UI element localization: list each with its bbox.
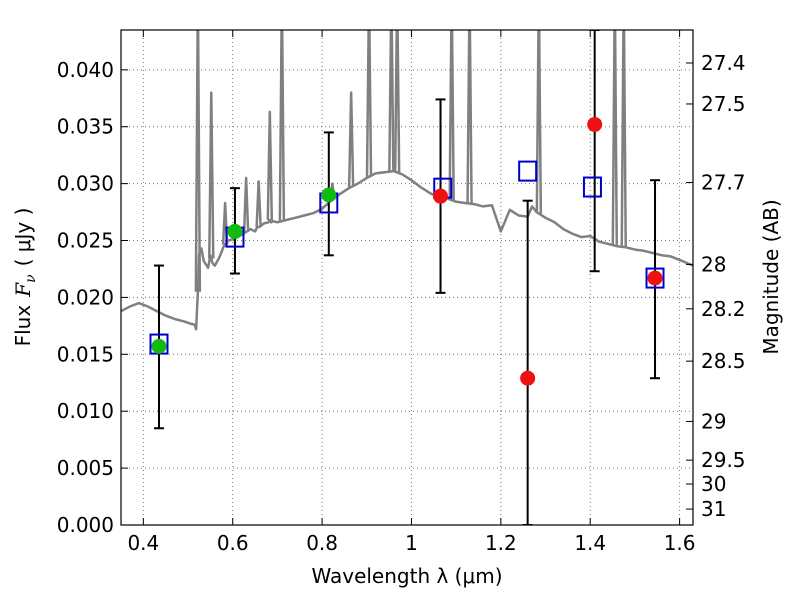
y-tick-label: 0.030 (57, 172, 114, 196)
y-axis-ticks: 0.000 0.005 0.010 0.015 0.020 0.025 0.030 0.035… (57, 58, 128, 537)
y2-tick-label: 28.5 (701, 349, 746, 373)
y-tick-label: 0.025 (57, 229, 114, 253)
y-axis-label-subscript: ν (23, 274, 39, 283)
emission-line (278, 30, 286, 222)
emission-line (242, 176, 250, 233)
red-data-point (647, 270, 663, 286)
emission-line (611, 30, 619, 246)
plot-background (121, 30, 693, 525)
emission-line (535, 30, 543, 214)
x-axis-label: Wavelength λ (μm) (311, 564, 502, 588)
emission-line (393, 30, 401, 173)
red-data-point (433, 188, 449, 204)
emission-line (194, 30, 202, 292)
x-axis-ticks: 0.4 0.6 0.8 1 1.2 1.4 1.6 (127, 30, 696, 555)
y2-tick-label: 28 (701, 252, 726, 276)
green-data-point (151, 338, 167, 354)
x-tick-label: 1.6 (664, 531, 696, 555)
y2-tick-label: 29 (701, 409, 726, 433)
x-tick-label: 1.2 (485, 531, 517, 555)
y-tick-label: 0.035 (57, 115, 114, 139)
emission-line (365, 30, 373, 177)
y2-tick-label: 27.4 (701, 51, 746, 75)
x-tick-label: 0.8 (306, 531, 338, 555)
emission-line (388, 30, 395, 172)
red-data-point (587, 116, 603, 132)
y-tick-label: 0.040 (57, 58, 114, 82)
x-tick-label: 0.6 (217, 531, 249, 555)
data-points-layer (151, 116, 663, 386)
y-tick-label: 0.000 (57, 513, 114, 537)
y-tick-label: 0.010 (57, 399, 114, 423)
y-axis-label-symbol: F (11, 282, 35, 298)
y2-tick-label: 27.5 (701, 92, 746, 116)
emission-line (208, 91, 215, 259)
emission-line (255, 180, 262, 227)
model-square (645, 267, 665, 289)
x-tick-label: 1 (405, 531, 418, 555)
y-axis-label-text: Flux (11, 305, 35, 347)
emission-line (448, 30, 455, 201)
y-tick-label: 0.005 (57, 456, 114, 480)
emission-line (266, 110, 274, 221)
x-tick-label: 0.4 (127, 531, 159, 555)
model-square (582, 176, 602, 198)
y-axis-label: Flux Fν ( μJy ) (11, 208, 39, 347)
emission-line (620, 30, 627, 248)
model-square (518, 160, 538, 182)
spectrum-line (121, 169, 693, 331)
y2-tick-label: 28.2 (701, 297, 746, 321)
y2-tick-label: 31 (701, 497, 726, 521)
plot-frame (120, 29, 694, 526)
y2-tick-label: 29.5 (701, 448, 746, 472)
y-tick-label: 0.015 (57, 342, 114, 366)
y2-tick-label: 27.7 (701, 170, 746, 194)
green-data-point (321, 187, 337, 203)
x-tick-label: 1.4 (574, 531, 606, 555)
y2-axis-label: Magnitude (AB) (759, 199, 783, 354)
green-data-point (227, 223, 243, 239)
red-data-point (520, 370, 536, 386)
y2-tick-label: 30 (701, 472, 726, 496)
y-axis-label-unit: ( μJy ) (11, 208, 35, 267)
emission-line (347, 91, 355, 188)
y-tick-label: 0.020 (57, 285, 114, 309)
emission-line (466, 30, 473, 204)
